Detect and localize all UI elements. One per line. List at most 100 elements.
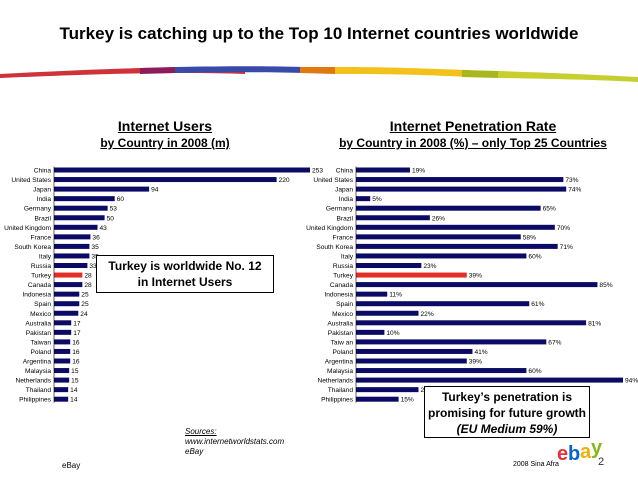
category-label: Malaysia [25, 368, 51, 375]
swoosh-olive [498, 71, 638, 82]
category-label: Pakistan [328, 330, 354, 337]
bar [356, 196, 371, 202]
bar [54, 339, 71, 345]
page-number: 2 [598, 456, 605, 468]
bar [54, 387, 69, 393]
value-label: 16 [72, 359, 80, 366]
footer-company: eBay [62, 461, 81, 470]
category-label: Taiw an [331, 339, 354, 346]
category-label: Argentina [325, 359, 354, 366]
bar [54, 320, 72, 326]
value-label: 25 [81, 301, 89, 308]
bar [54, 205, 108, 211]
ebay-logo: e b a y [557, 437, 603, 465]
value-label: 22% [420, 311, 433, 318]
left-chart-heading: Internet Users by Country in 2008 (m) [60, 118, 270, 150]
category-label: United States [11, 177, 51, 184]
value-label: 33 [89, 263, 97, 270]
category-label: Spain [336, 301, 353, 308]
right-chart-subtitle: by Country in 2008 (%) – only Top 25 Cou… [339, 136, 607, 150]
bar [54, 282, 83, 288]
category-label: United Kingdom [4, 225, 51, 232]
value-label: 25 [81, 292, 89, 299]
bar [54, 329, 72, 335]
bar [356, 282, 598, 288]
bar [54, 243, 90, 249]
category-label: France [332, 234, 353, 241]
bar [54, 263, 88, 268]
value-label: 14 [70, 387, 78, 394]
value-label: 16 [72, 349, 80, 356]
value-label: 41% [474, 349, 487, 356]
category-label: Brazil [35, 215, 52, 222]
value-label: 60 [117, 196, 125, 203]
value-label: 24 [80, 311, 88, 318]
sources-ebay: eBay [185, 447, 204, 456]
value-label: 11% [389, 292, 402, 299]
category-label: Philippines [321, 397, 354, 404]
value-label: 35 [91, 244, 99, 251]
category-label: South Korea [14, 244, 51, 251]
category-label: Russia [31, 263, 51, 270]
value-label: 15 [71, 368, 79, 375]
value-label: 70% [557, 225, 570, 232]
value-label: 5% [372, 196, 382, 203]
bar [356, 387, 419, 393]
bar [54, 291, 80, 297]
bar [54, 224, 98, 230]
value-label: 14 [70, 397, 78, 404]
category-label: Germany [326, 206, 354, 213]
bar [54, 186, 150, 192]
category-label: Poland [332, 349, 353, 356]
bar [54, 368, 70, 374]
bar [54, 167, 310, 173]
bar [54, 272, 83, 278]
sources-note: Sources: www.internetworldstats.com eBay [185, 427, 284, 457]
value-label: 26% [432, 215, 445, 222]
footer-author: 2008 Sina Afra [513, 461, 559, 468]
slide-title: Turkey is catching up to the Top 10 Inte… [59, 24, 579, 43]
value-label: 36 [92, 234, 100, 241]
value-label: 39% [469, 359, 482, 366]
bar [356, 253, 527, 259]
right-chart-title: Internet Penetration Rate [389, 118, 557, 134]
value-label: 43 [100, 225, 108, 232]
bar [356, 368, 527, 374]
value-label: 71% [560, 244, 573, 251]
value-label: 94% [625, 378, 638, 385]
category-label: Poland [30, 349, 51, 356]
bar [54, 196, 115, 202]
right-chart-heading: Internet Penetration Rate by Country in … [318, 118, 628, 150]
decorative-swoosh-band [0, 66, 638, 82]
right-callout-box: Turkey’s penetration is promising for fu… [424, 386, 590, 438]
value-label: 17 [73, 330, 81, 337]
category-label: India [339, 196, 354, 203]
value-label: 50 [107, 215, 115, 222]
bar [356, 329, 385, 335]
category-label: China [34, 168, 52, 175]
logo-b: b [568, 443, 580, 465]
category-label: Argentina [23, 359, 52, 366]
left-callout-line1: Turkey is worldwide No. 12 [108, 259, 262, 273]
bar [356, 396, 399, 402]
bar [356, 301, 530, 307]
category-label: Netherlands [317, 378, 353, 385]
left-callout-box: Turkey is worldwide No. 12 in Internet U… [96, 255, 274, 293]
category-label: Thailand [26, 387, 52, 394]
bar [356, 358, 467, 364]
category-label: Philippines [19, 397, 52, 404]
category-label: Germany [24, 206, 52, 213]
sources-link[interactable]: www.internetworldstats.com [185, 437, 285, 446]
swoosh-blue [175, 66, 305, 73]
right-callout-line1: Turkey’s penetration is [441, 390, 573, 404]
category-label: Japan [335, 187, 353, 194]
bar [356, 320, 587, 326]
category-label: Australia [327, 320, 353, 327]
bar [356, 272, 467, 278]
value-label: 28 [84, 282, 92, 289]
category-label: Taiwan [30, 339, 51, 346]
category-label: Turkey [333, 273, 354, 280]
bar [356, 310, 419, 316]
sources-label: Sources: [185, 427, 217, 436]
value-label: 74% [568, 187, 581, 194]
